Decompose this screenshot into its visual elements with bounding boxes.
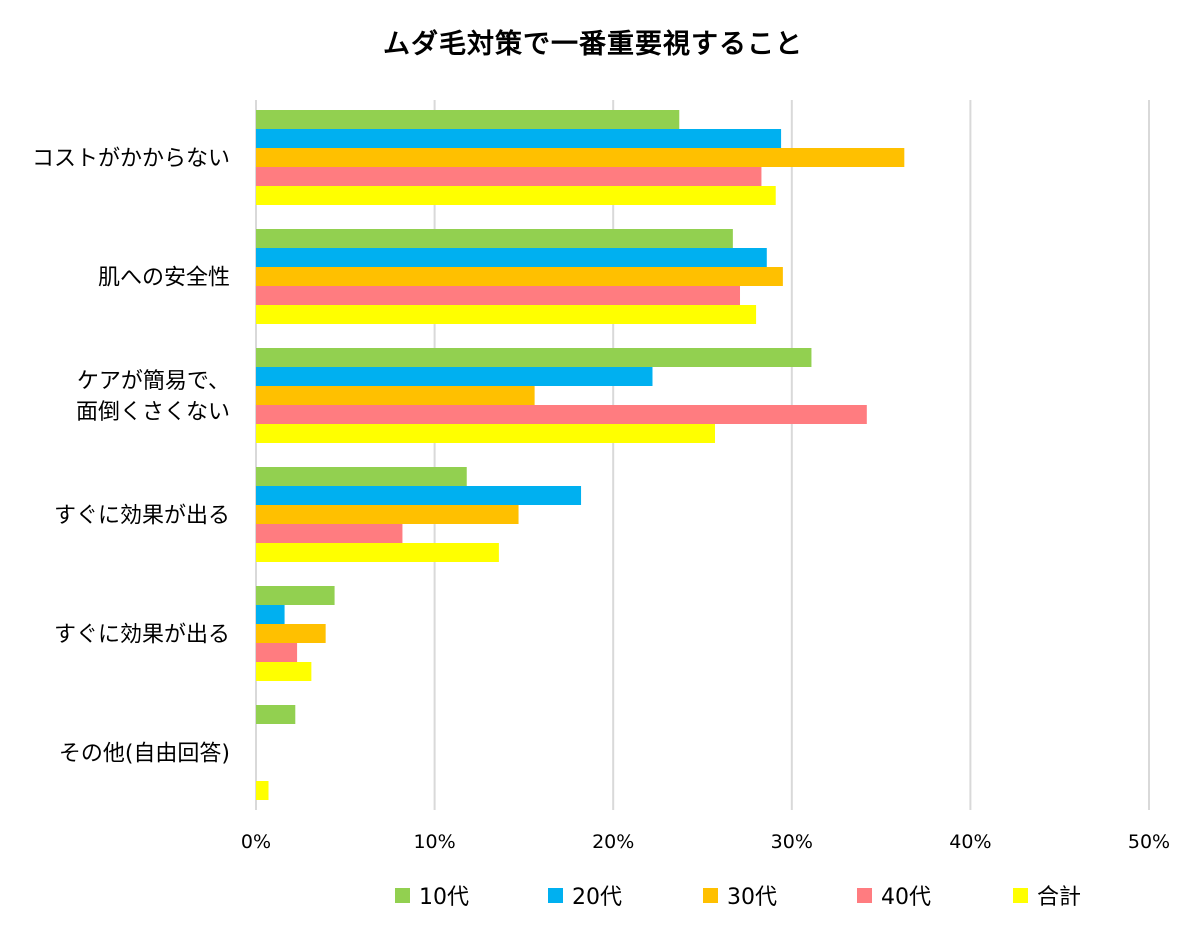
bar [256, 424, 716, 443]
category-label: すぐに効果が出る [54, 623, 230, 648]
bar [256, 662, 312, 681]
bar [256, 543, 499, 562]
bar [256, 643, 298, 662]
bar [256, 129, 782, 148]
bar [256, 467, 467, 486]
bar [256, 586, 335, 605]
bar [256, 524, 403, 543]
legend-label: 合計 [1037, 885, 1081, 910]
category-label: ケアが簡易で、 [77, 369, 230, 394]
bar [256, 305, 757, 324]
legend-label: 10代 [419, 885, 469, 910]
legend-swatch [548, 888, 563, 903]
legend-label: 40代 [881, 885, 931, 910]
x-tick-label: 40% [949, 831, 991, 853]
category-label: コストがかからない [32, 147, 230, 172]
category-label: 面倒くさくない [76, 400, 230, 425]
bar [256, 705, 296, 724]
bar [256, 405, 867, 424]
bar [256, 505, 519, 524]
category-label: すぐに効果が出る [54, 504, 230, 529]
legend-label: 30代 [727, 885, 777, 910]
x-tick-label: 30% [771, 831, 813, 853]
bar [256, 186, 776, 205]
chart-title: ムダ毛対策で一番重要視すること [383, 29, 803, 60]
legend-swatch [1013, 888, 1028, 903]
bar [256, 386, 535, 405]
legend-label: 20代 [572, 885, 622, 910]
category-label: その他(自由回答) [59, 742, 230, 767]
bar [256, 367, 653, 386]
bar [256, 110, 680, 129]
x-tick-label: 10% [413, 831, 455, 853]
bar [256, 348, 812, 367]
bar [256, 267, 783, 286]
x-tick-label: 50% [1128, 831, 1170, 853]
bar [256, 486, 582, 505]
legend-swatch [857, 888, 872, 903]
bar [256, 605, 285, 624]
bar [256, 148, 905, 167]
bar [256, 781, 269, 800]
category-label: 肌への安全性 [98, 266, 230, 291]
bar [256, 248, 767, 267]
x-tick-label: 0% [241, 831, 271, 853]
x-tick-label: 20% [592, 831, 634, 853]
legend-swatch [395, 888, 410, 903]
bar [256, 167, 762, 186]
bar [256, 286, 741, 305]
bar [256, 624, 326, 643]
legend-swatch [703, 888, 718, 903]
bar [256, 229, 733, 248]
